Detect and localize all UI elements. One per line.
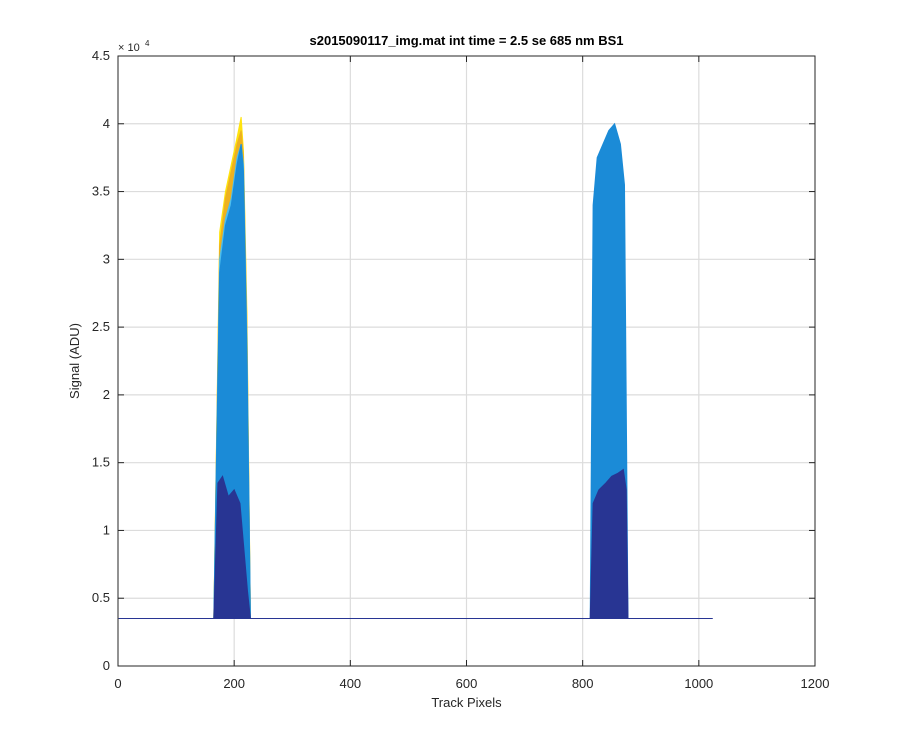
x-tick-label: 1000 bbox=[684, 676, 713, 691]
x-axis-label: Track Pixels bbox=[431, 695, 502, 710]
y-tick-label: 4.5 bbox=[92, 48, 110, 63]
y-tick-label: 4 bbox=[103, 116, 110, 131]
y-tick-label: 0.5 bbox=[92, 590, 110, 605]
chart-title: s2015090117_img.mat int time = 2.5 se 68… bbox=[310, 33, 624, 48]
series-4-peak-0 bbox=[213, 475, 251, 620]
y-tick-label: 2.5 bbox=[92, 319, 110, 334]
series-4 bbox=[213, 468, 629, 620]
x-tick-label: 800 bbox=[572, 676, 594, 691]
series-layer bbox=[118, 116, 713, 620]
y-tick-label: 1.5 bbox=[92, 455, 110, 470]
x-axis: 0 200 400 600 800 1000 1200 bbox=[114, 56, 829, 691]
x-tick-label: 200 bbox=[223, 676, 245, 691]
y-tick-label: 3.5 bbox=[92, 184, 110, 199]
y-axis-label: Signal (ADU) bbox=[67, 323, 82, 399]
x-tick-label: 400 bbox=[339, 676, 361, 691]
y-tick-label: 3 bbox=[103, 251, 110, 266]
x-tick-label: 1200 bbox=[801, 676, 830, 691]
y-tick-label: 0 bbox=[103, 658, 110, 673]
x-tick-label: 600 bbox=[456, 676, 478, 691]
y-tick-label: 2 bbox=[103, 387, 110, 402]
y-tick-label: 1 bbox=[103, 522, 110, 537]
x-tick-label: 0 bbox=[114, 676, 121, 691]
y-exponent-power: 4 bbox=[145, 39, 150, 48]
series-4-peak-1 bbox=[589, 468, 629, 620]
y-axis: 0 0.5 1 1.5 2 2.5 3 3.5 4 4.5 bbox=[92, 48, 815, 673]
y-exponent-base: × 10 bbox=[118, 42, 140, 54]
y-axis-exponent: × 10 4 bbox=[118, 39, 150, 54]
